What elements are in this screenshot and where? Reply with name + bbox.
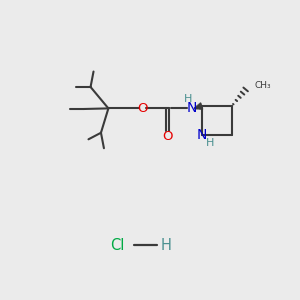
Text: H: H xyxy=(184,94,192,104)
Text: CH₃: CH₃ xyxy=(255,81,271,90)
Text: N: N xyxy=(187,101,197,116)
Text: H: H xyxy=(206,138,214,148)
Text: O: O xyxy=(162,130,173,142)
Text: H: H xyxy=(161,238,172,253)
Text: N: N xyxy=(197,128,207,142)
Text: O: O xyxy=(137,102,148,115)
Text: Cl: Cl xyxy=(110,238,124,253)
